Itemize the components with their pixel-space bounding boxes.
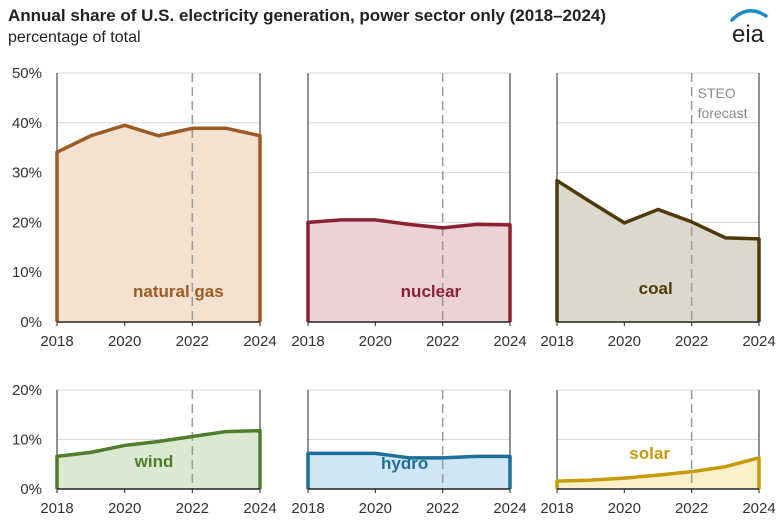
wind-point — [224, 430, 228, 434]
series-label-coal: coal — [639, 279, 673, 298]
forecast-annotation: forecast — [698, 105, 748, 121]
wind-point — [157, 439, 160, 443]
nuclear-point — [508, 223, 512, 227]
wind-point — [123, 443, 127, 447]
solar-point — [555, 479, 559, 483]
y-tick-label-natural-gas: 10% — [12, 264, 42, 281]
chart-title: Annual share of U.S. electricity generat… — [8, 6, 607, 25]
solar-area — [557, 457, 759, 489]
wind-point — [55, 454, 59, 458]
x-tick-label-nuclear: 2020 — [359, 333, 392, 350]
x-tick-label-hydro: 2018 — [291, 500, 324, 517]
series-label-hydro: hydro — [381, 454, 428, 473]
x-tick-label-solar: 2022 — [675, 500, 708, 517]
natural-gas-point — [190, 126, 194, 130]
hydro-point — [340, 451, 344, 455]
x-tick-label-solar: 2024 — [742, 500, 775, 517]
series-label-nuclear: nuclear — [401, 282, 462, 301]
x-tick-label-hydro: 2020 — [359, 500, 392, 517]
series-label-natural-gas: natural gas — [133, 282, 224, 301]
coal-point — [589, 200, 593, 204]
x-tick-label-nuclear: 2018 — [291, 333, 324, 350]
x-tick-label-natural-gas: 2022 — [176, 333, 209, 350]
solar-point — [589, 478, 593, 482]
x-tick-label-wind: 2020 — [108, 500, 141, 517]
nuclear-point — [407, 222, 411, 226]
coal-area — [557, 180, 759, 322]
solar-point — [622, 476, 626, 480]
x-tick-label-natural-gas: 2024 — [243, 333, 276, 350]
solar-point — [656, 473, 660, 477]
hydro-point — [306, 451, 310, 455]
x-tick-label-wind: 2018 — [40, 500, 73, 517]
y-tick-label-wind: 10% — [12, 432, 42, 449]
x-tick-label-coal: 2024 — [742, 333, 775, 350]
solar-point — [723, 465, 727, 469]
y-tick-label-natural-gas: 0% — [20, 314, 42, 331]
eia-logo: eia — [730, 9, 768, 48]
nuclear-point — [373, 218, 377, 222]
hydro-point — [373, 451, 377, 455]
natural-gas-point — [55, 150, 59, 154]
y-tick-label-natural-gas: 50% — [12, 65, 42, 82]
coal-point — [723, 236, 727, 240]
nuclear-point — [340, 218, 344, 222]
natural-gas-point — [224, 126, 228, 130]
series-label-solar: solar — [629, 444, 670, 463]
y-tick-label-natural-gas: 30% — [12, 165, 42, 182]
natural-gas-area — [57, 125, 260, 322]
nuclear-point — [441, 226, 445, 230]
series-label-wind: wind — [134, 452, 174, 471]
logo-arc — [730, 9, 768, 22]
coal-point — [555, 179, 559, 183]
solar-point — [690, 470, 694, 474]
nuclear-area — [308, 219, 510, 322]
x-tick-label-natural-gas: 2018 — [40, 333, 73, 350]
hydro-point — [508, 454, 512, 458]
hydro-point — [407, 456, 411, 460]
hydro-point — [474, 454, 478, 458]
x-tick-label-coal: 2022 — [675, 333, 708, 350]
nuclear-point — [306, 220, 310, 224]
forecast-annotation: STEO — [698, 85, 736, 101]
x-tick-label-hydro: 2022 — [426, 500, 459, 517]
wind-point — [190, 435, 194, 439]
coal-point — [656, 207, 660, 211]
chart-subtitle: percentage of total — [8, 29, 141, 46]
y-tick-label-natural-gas: 20% — [12, 214, 42, 231]
x-tick-label-wind: 2022 — [176, 500, 209, 517]
x-tick-label-coal: 2020 — [608, 333, 641, 350]
natural-gas-point — [157, 134, 160, 138]
wind-area — [57, 430, 260, 489]
x-tick-label-solar: 2018 — [540, 500, 573, 517]
natural-gas-point — [258, 134, 262, 138]
y-tick-label-wind: 0% — [20, 481, 42, 498]
logo-text: eia — [732, 21, 765, 48]
x-tick-label-nuclear: 2022 — [426, 333, 459, 350]
solar-point — [757, 456, 761, 460]
nuclear-point — [474, 222, 478, 226]
coal-point — [622, 221, 626, 225]
x-tick-label-hydro: 2024 — [493, 500, 526, 517]
x-tick-label-coal: 2018 — [540, 333, 573, 350]
natural-gas-point — [123, 123, 127, 127]
x-tick-label-solar: 2020 — [608, 500, 641, 517]
x-tick-label-nuclear: 2024 — [493, 333, 526, 350]
x-tick-label-wind: 2024 — [243, 500, 276, 517]
y-tick-label-wind: 20% — [12, 382, 42, 399]
x-tick-label-natural-gas: 2020 — [108, 333, 141, 350]
wind-point — [89, 450, 93, 454]
natural-gas-point — [89, 134, 93, 138]
coal-point — [690, 220, 694, 224]
coal-point — [757, 237, 761, 241]
y-tick-label-natural-gas: 40% — [12, 115, 42, 132]
hydro-point — [441, 456, 445, 460]
hydro-area — [308, 453, 510, 489]
wind-point — [258, 429, 262, 433]
